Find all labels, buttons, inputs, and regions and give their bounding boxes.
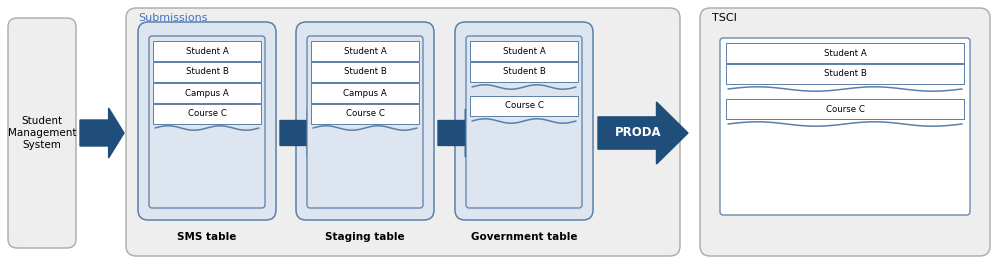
Text: Campus A: Campus A <box>185 89 229 98</box>
Text: Submissions: Submissions <box>138 13 207 23</box>
FancyBboxPatch shape <box>311 83 419 103</box>
FancyBboxPatch shape <box>153 104 261 124</box>
FancyBboxPatch shape <box>470 96 578 116</box>
FancyBboxPatch shape <box>311 104 419 124</box>
Text: Government table: Government table <box>471 232 577 242</box>
FancyBboxPatch shape <box>126 8 680 256</box>
FancyBboxPatch shape <box>8 18 76 248</box>
FancyBboxPatch shape <box>311 62 419 82</box>
Text: Course C: Course C <box>346 110 385 118</box>
FancyBboxPatch shape <box>296 22 434 220</box>
FancyBboxPatch shape <box>153 41 261 61</box>
Text: SMS table: SMS table <box>177 232 236 242</box>
Text: Student B: Student B <box>824 69 866 78</box>
FancyBboxPatch shape <box>311 41 419 61</box>
Text: Course C: Course C <box>826 105 864 114</box>
FancyBboxPatch shape <box>149 36 265 208</box>
Text: Student A: Student A <box>344 47 387 56</box>
Text: Course C: Course C <box>187 110 226 118</box>
FancyBboxPatch shape <box>138 22 276 220</box>
Polygon shape <box>80 108 124 158</box>
FancyBboxPatch shape <box>700 8 990 256</box>
Text: TSCI: TSCI <box>712 13 737 23</box>
Polygon shape <box>598 102 688 164</box>
Text: Course C: Course C <box>504 102 543 110</box>
Polygon shape <box>438 109 480 157</box>
FancyBboxPatch shape <box>153 83 261 103</box>
FancyBboxPatch shape <box>455 22 593 220</box>
Polygon shape <box>280 109 322 157</box>
Text: Student A: Student A <box>185 47 228 56</box>
FancyBboxPatch shape <box>726 99 964 119</box>
FancyBboxPatch shape <box>470 41 578 61</box>
Text: Student A: Student A <box>502 47 545 56</box>
Text: Campus A: Campus A <box>343 89 387 98</box>
Text: PRODA: PRODA <box>615 127 662 139</box>
Text: Student B: Student B <box>344 68 387 77</box>
FancyBboxPatch shape <box>466 36 582 208</box>
Text: Student
Management
System: Student Management System <box>8 117 76 149</box>
FancyBboxPatch shape <box>726 64 964 84</box>
Text: Student B: Student B <box>502 68 545 77</box>
FancyBboxPatch shape <box>153 62 261 82</box>
Text: Student A: Student A <box>824 48 866 57</box>
FancyBboxPatch shape <box>307 36 423 208</box>
Text: Staging table: Staging table <box>325 232 405 242</box>
FancyBboxPatch shape <box>720 38 970 215</box>
FancyBboxPatch shape <box>726 43 964 63</box>
FancyBboxPatch shape <box>470 62 578 82</box>
Text: Student B: Student B <box>185 68 228 77</box>
